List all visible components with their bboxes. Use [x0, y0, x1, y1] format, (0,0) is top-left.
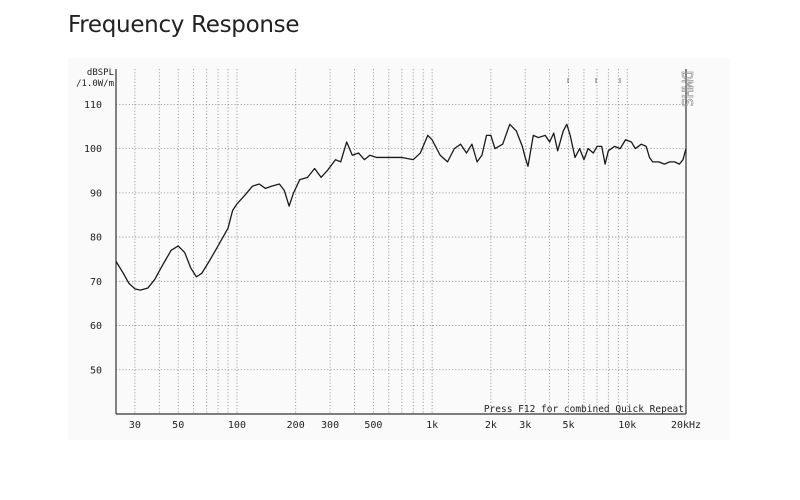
- series-layer: [115, 123, 687, 291]
- series-line-0: [115, 123, 687, 291]
- x-tick-label-200: 200: [287, 420, 305, 431]
- x-tick-label-20kHz: 20kHz: [671, 420, 701, 431]
- y-tick-label-110: 110: [84, 100, 102, 111]
- x-tick-label-5k: 5k: [562, 420, 574, 431]
- y-axis-label-line1: dBSPL: [87, 68, 114, 78]
- y-tick-label-80: 80: [90, 233, 102, 244]
- x-tick-label-500: 500: [364, 420, 382, 431]
- y-tick-label-70: 70: [90, 277, 102, 288]
- axis-layer: [115, 69, 687, 415]
- x-tick-label-1k: 1k: [426, 420, 438, 431]
- grid-layer: [116, 69, 686, 414]
- watermark-logo: DMHS: [678, 71, 696, 107]
- frequency-response-chart: 50 60 70 80 90 100 110 30 50 100 200 300 500 1k 2k 3k 5k…: [76, 68, 701, 431]
- y-tick-label-90: 90: [90, 188, 102, 199]
- x-tick-label-2k: 2k: [485, 420, 497, 431]
- y-tick-label-50: 50: [90, 365, 102, 376]
- x-tick-label-3k: 3k: [519, 420, 531, 431]
- label-layer: 50 60 70 80 90 100 110 30 50 100 200 300 500 1k 2k 3k 5k…: [76, 68, 701, 431]
- x-tick-label-10k: 10k: [618, 420, 636, 431]
- y-tick-label-100: 100: [84, 144, 102, 155]
- x-tick-label-30: 30: [129, 420, 141, 431]
- x-tick-label-300: 300: [321, 420, 339, 431]
- y-tick-label-60: 60: [90, 321, 102, 332]
- x-tick-label-50: 50: [172, 420, 184, 431]
- chart-note: Press F12 for combined Quick Repeat: [484, 404, 684, 415]
- y-axis-label-line2: /1.0W/m: [76, 79, 114, 89]
- page-title: Frequency Response: [68, 12, 300, 38]
- x-tick-label-100: 100: [228, 420, 246, 431]
- chart-panel: 50 60 70 80 90 100 110 30 50 100 200 300 500 1k 2k 3k 5k…: [68, 58, 730, 440]
